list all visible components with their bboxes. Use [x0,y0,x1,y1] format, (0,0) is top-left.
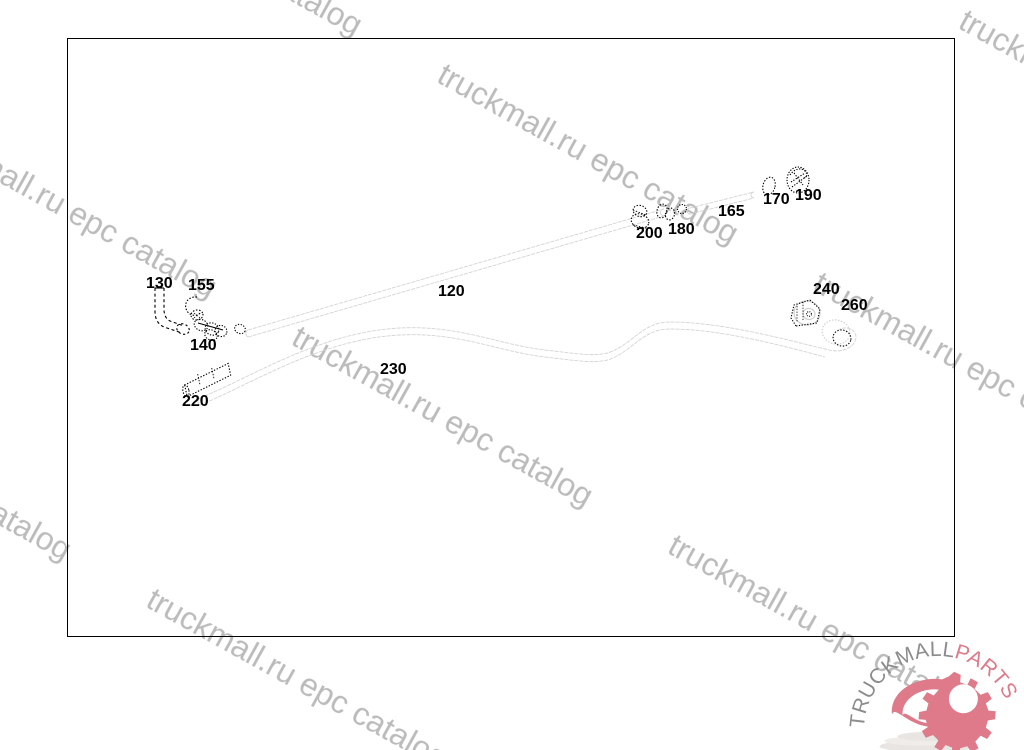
svg-text:120: 120 [438,283,465,300]
svg-text:155: 155 [188,277,215,294]
svg-text:190: 190 [795,187,822,204]
svg-text:200: 200 [636,225,663,242]
svg-text:180: 180 [668,221,695,238]
svg-text:170: 170 [763,191,790,208]
svg-text:220: 220 [182,393,209,410]
svg-text:140: 140 [190,337,217,354]
svg-text:240: 240 [813,281,840,298]
svg-text:260: 260 [841,297,868,314]
svg-text:230: 230 [380,361,407,378]
svg-text:165: 165 [718,203,745,220]
svg-text:130: 130 [146,275,173,292]
